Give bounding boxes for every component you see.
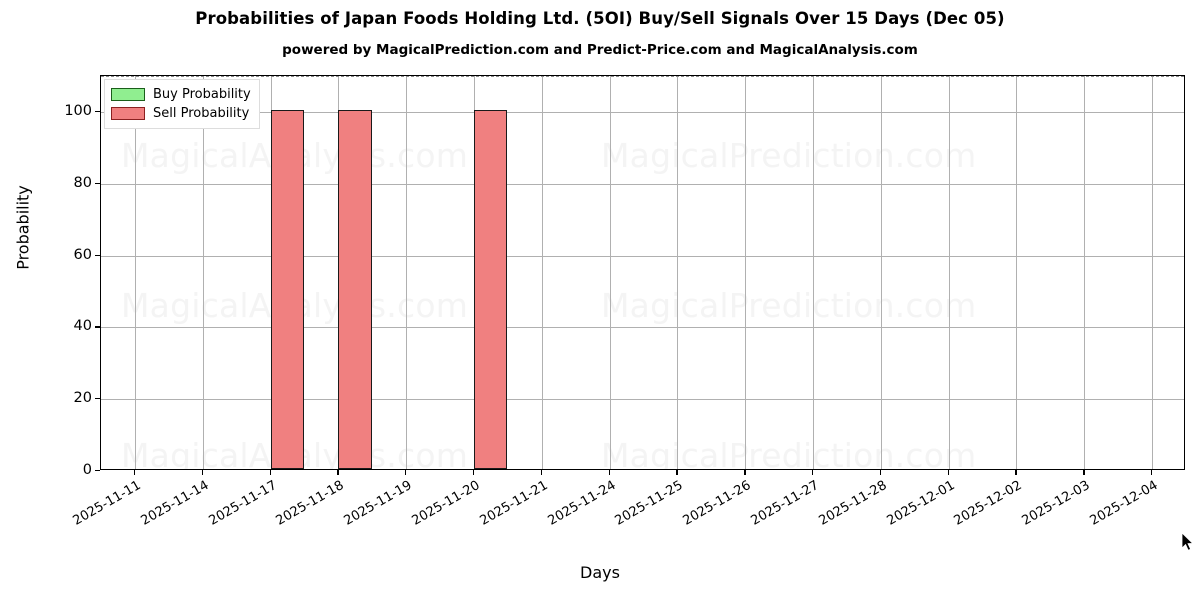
x-tick-label: 2025-11-26 bbox=[680, 478, 754, 529]
x-tick-mark bbox=[201, 470, 204, 475]
x-tick-mark bbox=[269, 470, 271, 475]
y-tick-label: 60 bbox=[73, 246, 92, 263]
x-tick-mark bbox=[879, 470, 882, 475]
x-tick-mark bbox=[1083, 470, 1085, 475]
gridline-vertical bbox=[134, 76, 136, 469]
x-tick-label: 2025-11-28 bbox=[816, 478, 890, 529]
gridline-vertical bbox=[1084, 76, 1086, 469]
x-tick-label: 2025-11-17 bbox=[206, 478, 280, 529]
x-tick-label: 2025-12-02 bbox=[952, 478, 1025, 529]
chart-legend[interactable]: Buy Probability Sell Probability bbox=[104, 79, 260, 129]
x-tick-mark bbox=[405, 470, 407, 475]
gridline-horizontal bbox=[101, 111, 1184, 113]
legend-label-sell: Sell Probability bbox=[153, 106, 250, 121]
legend-item-buy[interactable]: Buy Probability bbox=[111, 85, 251, 104]
x-tick-mark bbox=[472, 470, 475, 475]
bar-sell-probability-2025-11-18[interactable] bbox=[338, 109, 372, 469]
x-tick-label: 2025-11-14 bbox=[138, 478, 212, 529]
gridline-vertical bbox=[406, 76, 408, 469]
reference-line-110 bbox=[101, 76, 1184, 77]
page-title: Probabilities of Japan Foods Holding Ltd… bbox=[195, 9, 1005, 28]
y-tick-label: 100 bbox=[64, 102, 92, 119]
x-tick-mark bbox=[744, 470, 746, 475]
x-axis-label: Days bbox=[580, 563, 620, 582]
mouse-cursor-icon bbox=[1182, 533, 1194, 551]
y-tick-label: 40 bbox=[73, 318, 92, 335]
gridline-vertical bbox=[1152, 76, 1154, 469]
x-tick-label: 2025-11-27 bbox=[748, 478, 822, 529]
y-tick-label: 80 bbox=[73, 174, 92, 191]
gridline-vertical bbox=[677, 76, 679, 469]
x-tick-mark bbox=[947, 470, 949, 475]
x-tick-label: 2025-11-24 bbox=[545, 478, 619, 529]
x-tick-mark bbox=[337, 470, 339, 475]
x-tick-mark bbox=[133, 470, 136, 475]
x-tick-mark bbox=[1015, 470, 1017, 475]
gridline-horizontal bbox=[101, 327, 1184, 329]
y-axis-ticks: 0 20 40 60 80 100 bbox=[40, 75, 92, 477]
x-tick-mark bbox=[676, 470, 678, 475]
y-tick-mark bbox=[95, 254, 100, 256]
x-tick-label: 2025-11-18 bbox=[273, 478, 347, 529]
x-tick-label: 2025-12-01 bbox=[884, 478, 958, 529]
legend-item-sell[interactable]: Sell Probability bbox=[111, 104, 251, 123]
watermark-text: MagicalPrediction.com bbox=[601, 436, 977, 470]
y-tick-mark bbox=[95, 110, 100, 113]
chart-subtitle: powered by MagicalPrediction.com and Pre… bbox=[282, 42, 918, 58]
gridline-horizontal bbox=[101, 399, 1184, 401]
y-tick-mark bbox=[95, 398, 100, 400]
gridline-vertical bbox=[202, 76, 204, 469]
y-tick-mark bbox=[95, 470, 100, 472]
y-tick-mark bbox=[95, 326, 100, 328]
x-tick-mark bbox=[540, 470, 543, 475]
plot-area: MagicalAnalysis.comMagicalPrediction.com… bbox=[100, 75, 1185, 470]
gridline-vertical bbox=[813, 76, 815, 469]
gridline-vertical bbox=[880, 76, 882, 469]
gridline-vertical bbox=[948, 76, 950, 469]
bar-sell-probability-2025-11-20[interactable] bbox=[473, 109, 508, 469]
x-tick-mark bbox=[1151, 470, 1153, 475]
y-tick-label: 20 bbox=[73, 389, 92, 406]
x-tick-label: 2025-12-03 bbox=[1019, 478, 1093, 529]
gridline-horizontal bbox=[101, 255, 1184, 257]
x-tick-label: 2025-11-25 bbox=[612, 478, 686, 529]
watermark-text: MagicalPrediction.com bbox=[601, 286, 977, 325]
gridline-vertical bbox=[609, 76, 611, 469]
gridline-vertical bbox=[1016, 76, 1018, 469]
gridline-vertical bbox=[745, 76, 747, 469]
x-tick-label: 2025-11-20 bbox=[409, 478, 483, 529]
gridline-horizontal bbox=[101, 183, 1184, 185]
legend-label-buy: Buy Probability bbox=[153, 87, 251, 102]
x-tick-mark bbox=[812, 470, 814, 475]
x-tick-label: 2025-11-19 bbox=[341, 478, 415, 529]
x-tick-label: 2025-12-04 bbox=[1087, 478, 1161, 529]
y-axis-label: Probability bbox=[13, 185, 33, 270]
x-tick-mark bbox=[608, 470, 610, 475]
x-tick-label: 2025-11-11 bbox=[70, 478, 144, 529]
bar-sell-probability-2025-11-17[interactable] bbox=[270, 109, 304, 469]
watermark-text: MagicalPrediction.com bbox=[601, 136, 977, 175]
legend-swatch-sell-icon bbox=[111, 107, 145, 120]
y-tick-mark bbox=[95, 182, 100, 185]
y-tick-label: 0 bbox=[82, 461, 92, 478]
x-tick-label: 2025-11-21 bbox=[477, 478, 551, 529]
legend-swatch-buy-icon bbox=[111, 88, 145, 101]
gridline-vertical bbox=[541, 76, 543, 469]
